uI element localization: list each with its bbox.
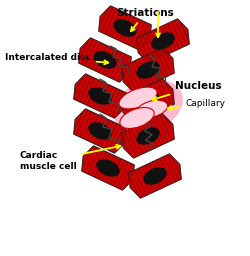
Ellipse shape bbox=[88, 87, 112, 105]
Ellipse shape bbox=[143, 167, 167, 185]
Ellipse shape bbox=[96, 159, 120, 177]
Ellipse shape bbox=[136, 100, 168, 118]
Polygon shape bbox=[99, 6, 151, 50]
Ellipse shape bbox=[136, 127, 160, 145]
Text: Striations: Striations bbox=[116, 8, 174, 31]
Ellipse shape bbox=[119, 87, 157, 109]
Ellipse shape bbox=[113, 19, 137, 37]
Polygon shape bbox=[74, 109, 126, 153]
Polygon shape bbox=[74, 74, 126, 118]
Text: Intercalated disc: Intercalated disc bbox=[5, 54, 108, 64]
Polygon shape bbox=[137, 19, 189, 63]
Ellipse shape bbox=[88, 122, 112, 140]
Polygon shape bbox=[79, 38, 131, 82]
Polygon shape bbox=[122, 114, 174, 158]
Ellipse shape bbox=[136, 61, 160, 79]
Text: Capillary: Capillary bbox=[168, 100, 225, 110]
Ellipse shape bbox=[113, 79, 183, 133]
Ellipse shape bbox=[93, 51, 117, 69]
Ellipse shape bbox=[120, 108, 154, 129]
Ellipse shape bbox=[151, 32, 175, 50]
Polygon shape bbox=[122, 79, 174, 123]
Ellipse shape bbox=[136, 92, 160, 110]
Polygon shape bbox=[82, 146, 134, 190]
Polygon shape bbox=[122, 48, 174, 92]
Polygon shape bbox=[129, 154, 181, 198]
Text: Nucleus: Nucleus bbox=[152, 81, 222, 100]
Text: Cardiac
muscle cell: Cardiac muscle cell bbox=[20, 145, 120, 171]
